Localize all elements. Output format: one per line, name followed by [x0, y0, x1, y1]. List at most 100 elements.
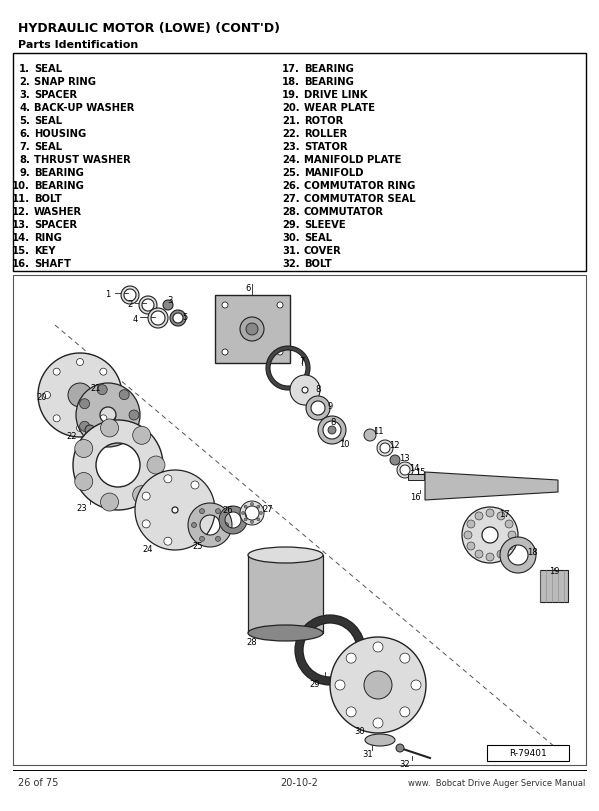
Text: 29.: 29.	[282, 220, 300, 230]
Circle shape	[244, 518, 247, 521]
Wedge shape	[139, 296, 157, 314]
Circle shape	[216, 508, 220, 513]
Circle shape	[277, 302, 283, 308]
Text: 8: 8	[330, 418, 335, 427]
Text: 22: 22	[66, 432, 77, 441]
Text: 25: 25	[193, 542, 203, 551]
Text: 5: 5	[182, 313, 187, 322]
Circle shape	[142, 520, 150, 528]
Text: BEARING: BEARING	[34, 168, 84, 178]
Text: 32: 32	[400, 760, 410, 769]
Text: 10: 10	[339, 440, 349, 449]
Circle shape	[373, 642, 383, 652]
Circle shape	[80, 421, 90, 431]
Text: 11: 11	[373, 427, 383, 436]
Text: 32.: 32.	[282, 259, 300, 269]
Text: SEAL: SEAL	[34, 64, 62, 74]
FancyBboxPatch shape	[215, 295, 290, 363]
Text: 2: 2	[128, 300, 132, 309]
FancyBboxPatch shape	[487, 745, 569, 761]
Text: BOLT: BOLT	[34, 194, 62, 204]
Text: 11.: 11.	[12, 194, 30, 204]
Text: 3: 3	[167, 296, 173, 305]
Circle shape	[497, 512, 505, 520]
Text: 12: 12	[389, 441, 400, 450]
Circle shape	[259, 512, 262, 514]
Ellipse shape	[248, 547, 323, 563]
Text: 2.: 2.	[19, 77, 30, 87]
Text: 17: 17	[499, 510, 509, 519]
Text: 28.: 28.	[282, 207, 300, 217]
Text: THRUST WASHER: THRUST WASHER	[34, 155, 131, 165]
Text: SNAP RING: SNAP RING	[34, 77, 96, 87]
Bar	[248, 555, 323, 633]
Text: 28: 28	[247, 638, 258, 647]
Circle shape	[216, 536, 220, 542]
Text: 15: 15	[415, 468, 425, 477]
Text: 6: 6	[246, 284, 251, 293]
Wedge shape	[306, 396, 330, 420]
Text: 20-10-2: 20-10-2	[280, 778, 318, 788]
Text: SLEEVE: SLEEVE	[304, 220, 346, 230]
Circle shape	[80, 399, 90, 409]
Text: 24.: 24.	[282, 155, 300, 165]
Text: 22.: 22.	[282, 129, 300, 139]
Text: 27: 27	[263, 505, 273, 514]
Circle shape	[77, 424, 83, 431]
Wedge shape	[38, 353, 122, 437]
Text: 20: 20	[37, 393, 47, 402]
Circle shape	[497, 550, 505, 558]
Text: 19: 19	[549, 567, 559, 576]
Text: 26: 26	[223, 506, 234, 515]
Text: DRIVE LINK: DRIVE LINK	[304, 90, 368, 100]
Text: 1: 1	[105, 290, 111, 299]
Text: BOLT: BOLT	[304, 259, 332, 269]
Wedge shape	[188, 503, 232, 547]
Text: 16: 16	[410, 493, 420, 502]
Text: KEY: KEY	[34, 246, 56, 256]
Circle shape	[246, 323, 258, 335]
Text: 8: 8	[315, 385, 320, 394]
Wedge shape	[290, 375, 320, 405]
Circle shape	[364, 671, 392, 699]
Circle shape	[110, 392, 116, 398]
Circle shape	[475, 550, 483, 558]
Circle shape	[101, 493, 119, 511]
Circle shape	[191, 481, 199, 489]
Circle shape	[75, 440, 93, 457]
Text: R-79401: R-79401	[509, 749, 547, 757]
Circle shape	[222, 302, 228, 308]
Text: RING: RING	[34, 233, 62, 243]
Circle shape	[77, 358, 83, 366]
Text: 6.: 6.	[19, 129, 30, 139]
Circle shape	[142, 492, 150, 500]
Text: www.  Bobcat Drive Auger Service Manual: www. Bobcat Drive Auger Service Manual	[408, 779, 585, 787]
Bar	[408, 474, 424, 480]
Text: 7: 7	[300, 357, 305, 366]
Circle shape	[97, 436, 107, 445]
Text: 21: 21	[91, 384, 101, 393]
Circle shape	[411, 680, 421, 690]
Text: SPACER: SPACER	[34, 90, 77, 100]
Wedge shape	[266, 346, 310, 390]
Text: HOUSING: HOUSING	[34, 129, 86, 139]
Text: 24: 24	[143, 545, 153, 554]
Bar	[540, 570, 568, 602]
Circle shape	[53, 368, 60, 375]
Text: 9.: 9.	[19, 168, 30, 178]
Circle shape	[335, 680, 345, 690]
Text: MANIFOLD PLATE: MANIFOLD PLATE	[304, 155, 401, 165]
Circle shape	[75, 473, 93, 491]
Text: 30: 30	[355, 727, 365, 736]
Circle shape	[68, 383, 92, 407]
Circle shape	[475, 512, 483, 520]
Text: COMMUTATOR SEAL: COMMUTATOR SEAL	[304, 194, 416, 204]
Wedge shape	[397, 462, 413, 478]
Circle shape	[129, 410, 139, 420]
Circle shape	[505, 520, 513, 528]
Wedge shape	[148, 308, 168, 328]
Circle shape	[364, 429, 376, 441]
Circle shape	[147, 456, 165, 474]
Text: SEAL: SEAL	[304, 233, 332, 243]
Text: MANIFOLD: MANIFOLD	[304, 168, 364, 178]
